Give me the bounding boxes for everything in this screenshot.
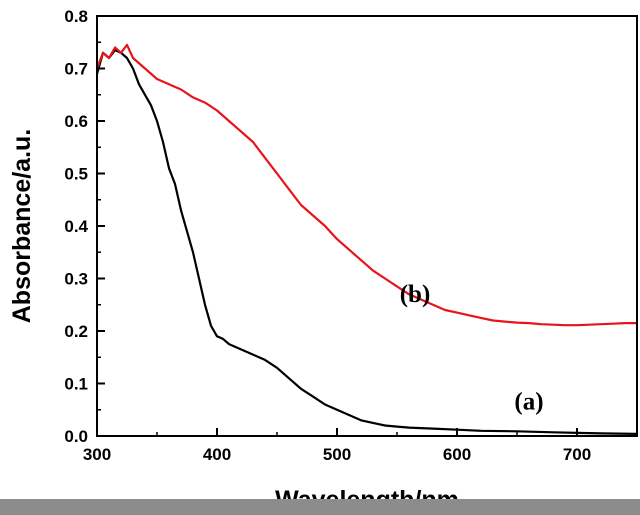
y-tick-label: 0.8: [64, 7, 88, 26]
x-tick-label: 600: [443, 445, 471, 464]
y-tick-label: 0.0: [64, 427, 88, 446]
y-tick-label: 0.2: [64, 322, 88, 341]
plot-frame: [96, 15, 638, 437]
series-line-b: [95, 43, 637, 327]
bottom-bar: [0, 499, 640, 515]
y-tick-label: 0.5: [64, 165, 88, 184]
y-tick-label: 0.1: [64, 375, 88, 394]
y-tick-label: 0.7: [64, 60, 88, 79]
y-tick-label: 0.6: [64, 112, 88, 131]
ticks-layer: 300 400 500 600 700 0.0 0.1 0.2 0.3 0.4 0.5 0.6 0.7 0…: [64, 7, 591, 464]
annotation-a: (a): [514, 389, 543, 416]
y-tick-label: 0.3: [64, 270, 88, 289]
x-tick-label: 500: [323, 445, 351, 464]
x-tick-label: 300: [83, 445, 111, 464]
x-tick-label: 400: [203, 445, 231, 464]
annotation-b: (b): [400, 281, 431, 308]
series-layer: [95, 43, 638, 435]
series-line-a: [95, 48, 638, 435]
x-tick-label: 700: [563, 445, 591, 464]
y-tick-label: 0.4: [64, 217, 88, 236]
y-axis-title: Absorbance/a.u.: [8, 129, 36, 324]
